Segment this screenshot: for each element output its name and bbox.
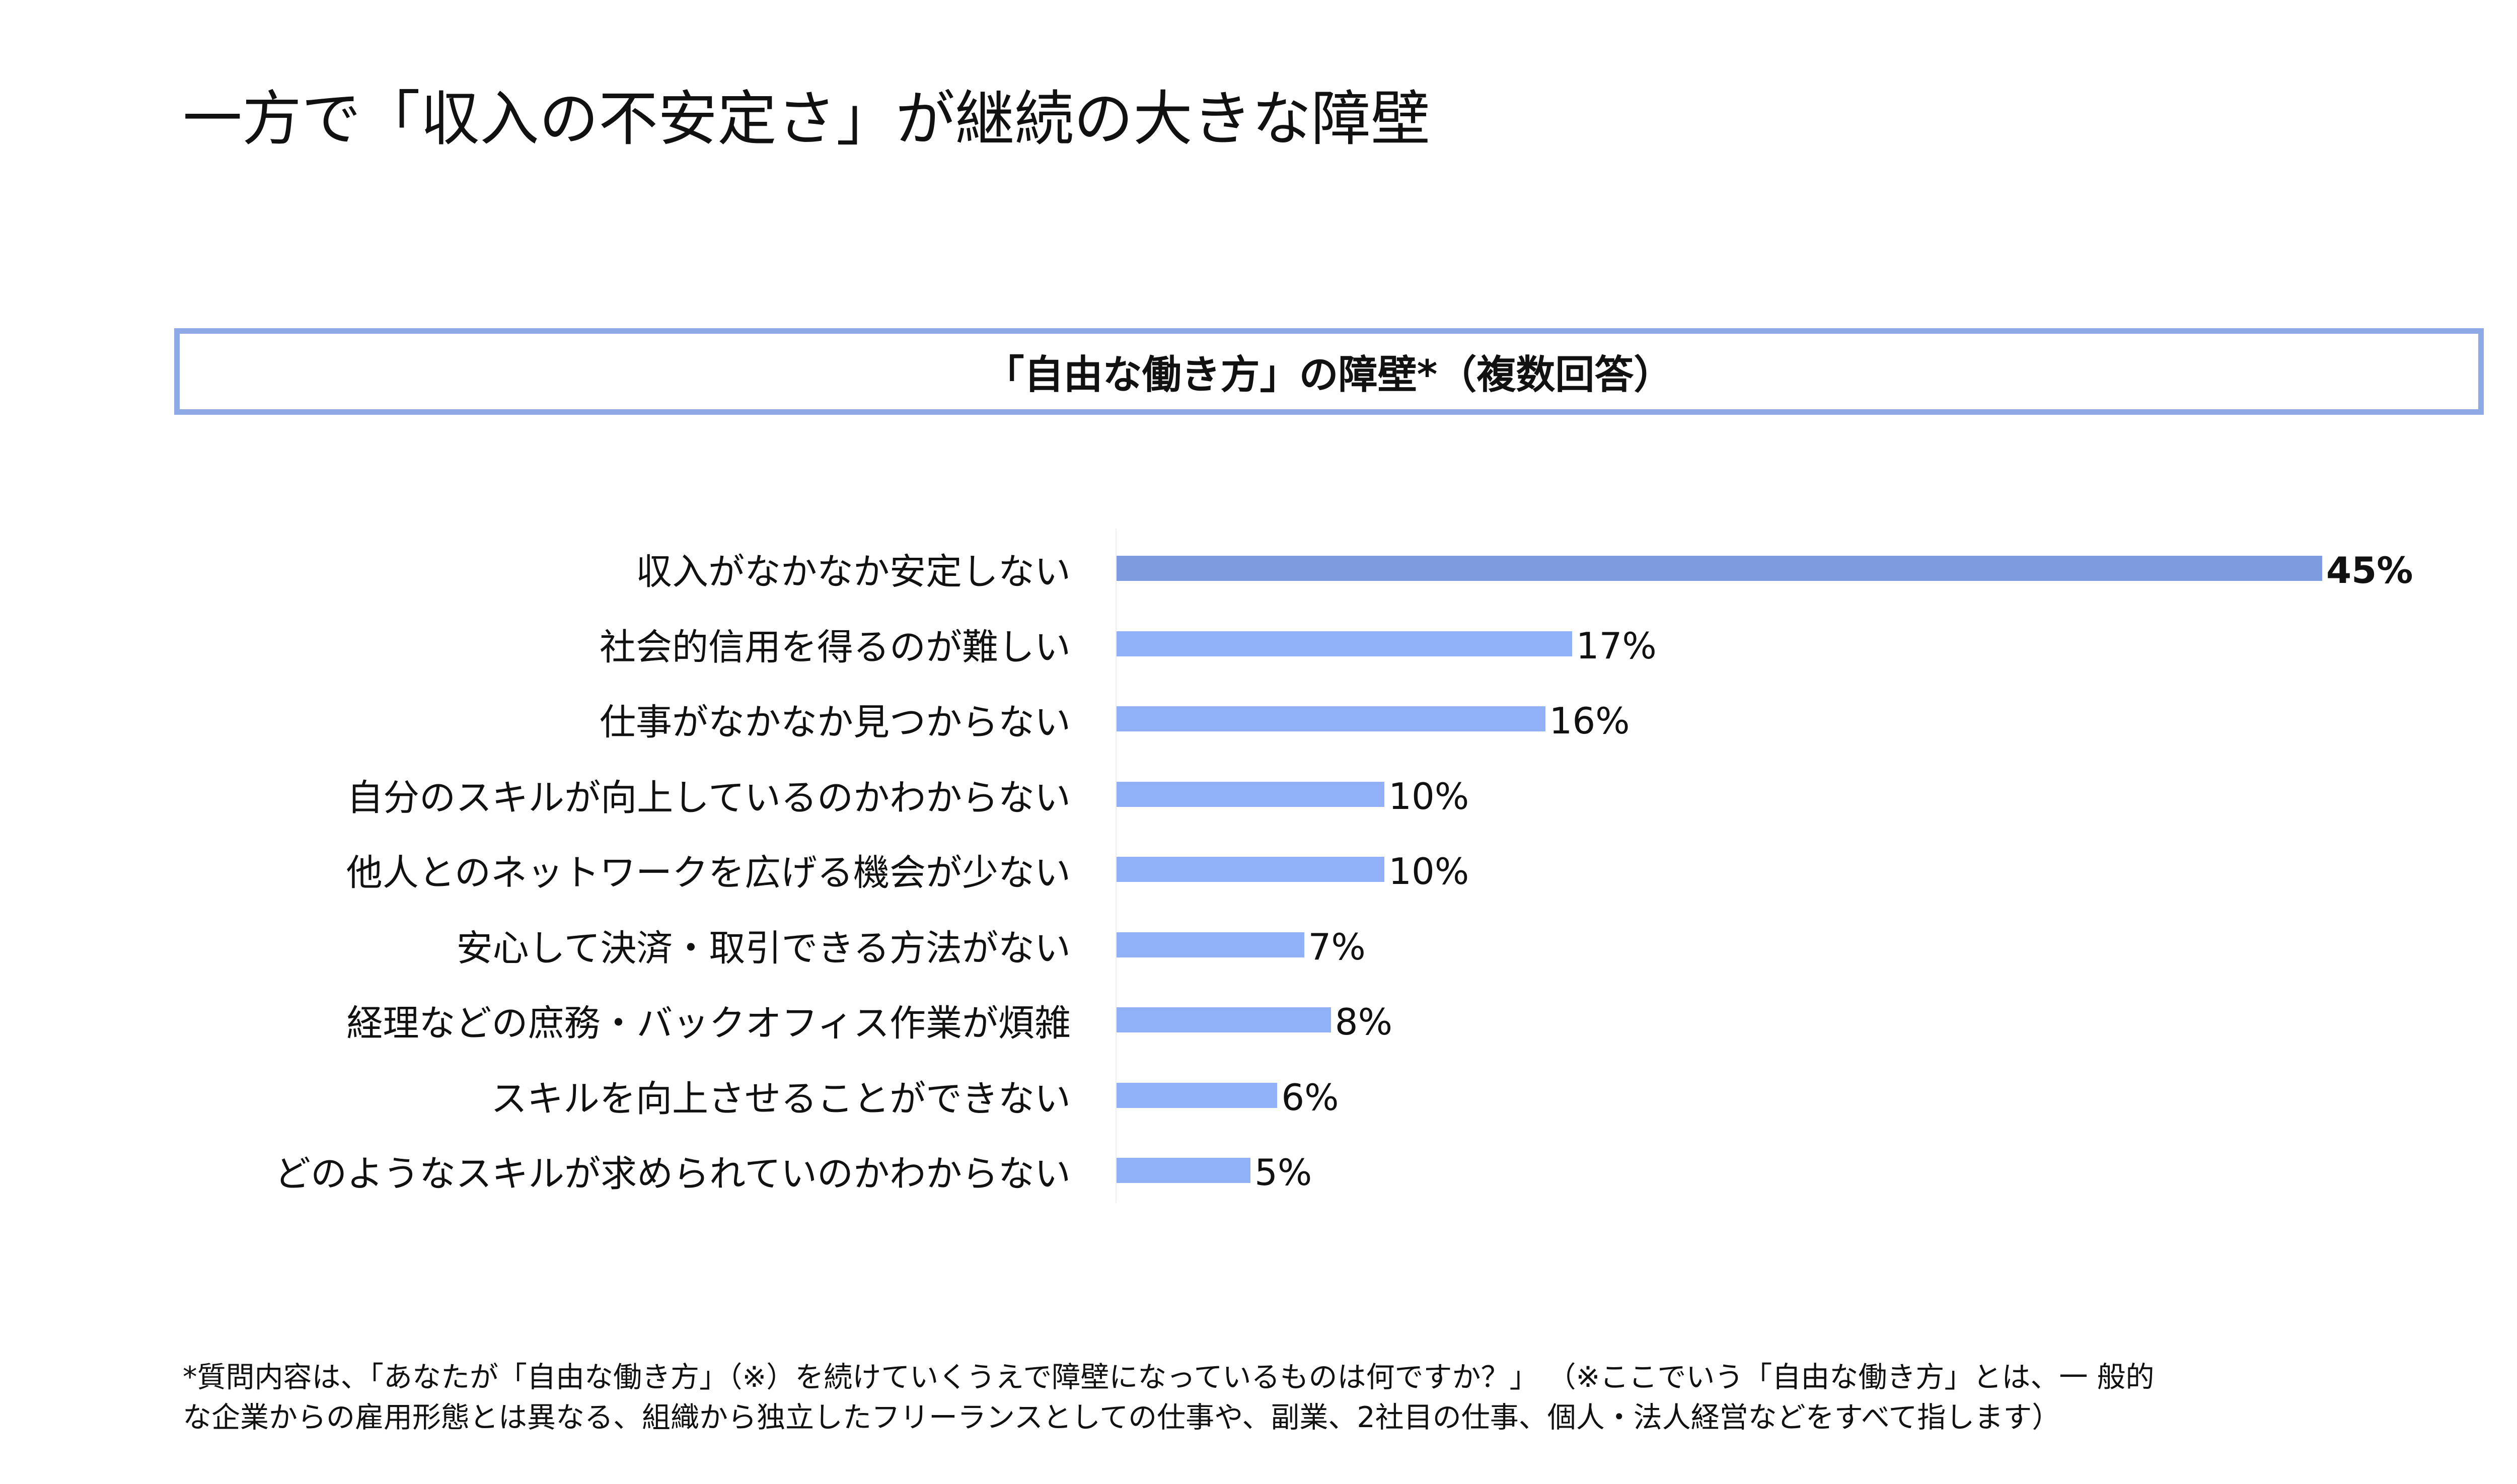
bar	[1117, 1158, 1251, 1183]
value-label: 17%	[1576, 624, 1657, 667]
chart-title: 「自由な働き方」の障壁*（複数回答）	[985, 352, 1673, 398]
value-label: 10%	[1388, 775, 1469, 818]
chart-title-box: 「自由な働き方」の障壁*（複数回答）	[174, 328, 2484, 415]
value-label: 16%	[1549, 700, 1630, 742]
bar	[1117, 781, 1385, 807]
value-label: 10%	[1388, 850, 1469, 893]
footnote-line-1: *質問内容は、「あなたが「自由な働き方」（※）を続けていくうえで障壁になっている…	[183, 1361, 2155, 1394]
category-label: 収入がなかなか安定しない	[635, 550, 1071, 593]
category-label: スキルを向上させることができない	[490, 1077, 1071, 1120]
bar	[1117, 1007, 1331, 1032]
bar	[1117, 631, 1572, 656]
value-label: 8%	[1335, 1001, 1392, 1043]
value-label: 45%	[2326, 549, 2413, 591]
bar	[1117, 932, 1304, 957]
category-label: 仕事がなかなか見つからない	[599, 701, 1071, 744]
bar	[1117, 706, 1545, 731]
category-label: 安心して決済・取引できる方法がない	[456, 927, 1071, 969]
footnote-line-2: な企業からの雇用形態とは異なる、組織から独立したフリーランスとしての仕事や、副業…	[183, 1401, 2061, 1434]
value-label: 5%	[1254, 1151, 1312, 1194]
category-label: 他人とのネットワークを広げる機会が少ない	[346, 851, 1071, 894]
page-title: 一方で「収入の不安定さ」が継続の大きな障壁	[183, 84, 1431, 154]
bar	[1117, 556, 2322, 581]
category-label: 社会的信用を得るのが難しい	[599, 626, 1071, 668]
value-label: 6%	[1281, 1076, 1339, 1119]
category-label: 経理などの庶務・バックオフィス作業が煩雑	[346, 1002, 1071, 1045]
value-label: 7%	[1308, 925, 1366, 968]
category-axis-line	[1116, 529, 1117, 1203]
category-label: 自分のスキルが向上しているのかわからない	[347, 776, 1071, 819]
bar	[1117, 857, 1385, 882]
bar	[1117, 1082, 1278, 1108]
category-label: どのようなスキルが求められていのかわからない	[274, 1152, 1071, 1195]
